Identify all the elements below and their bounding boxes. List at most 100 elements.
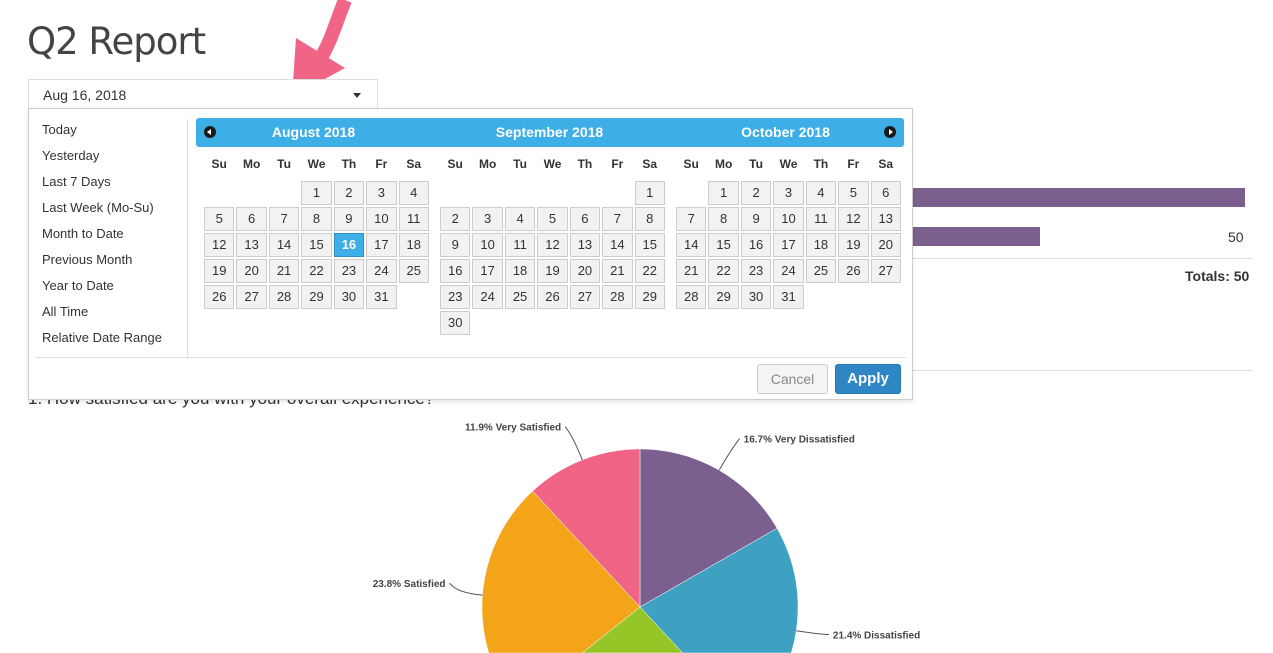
day-cell[interactable]: 25 [504, 285, 536, 309]
day-cell[interactable]: 16 [440, 259, 471, 283]
day-cell[interactable]: 3 [773, 181, 804, 205]
day-cell[interactable]: 4 [805, 181, 837, 205]
day-cell[interactable]: 5 [838, 181, 869, 205]
day-cell[interactable]: 19 [537, 259, 568, 283]
day-cell[interactable]: 7 [268, 207, 300, 231]
day-cell[interactable]: 17 [366, 233, 397, 257]
day-cell[interactable]: 21 [268, 259, 300, 283]
day-cell[interactable]: 26 [838, 259, 869, 283]
day-cell[interactable]: 1 [634, 181, 665, 205]
day-cell[interactable]: 9 [740, 207, 772, 231]
range-option[interactable]: Last 7 Days [42, 174, 111, 189]
day-cell[interactable]: 16 [333, 233, 365, 257]
day-cell[interactable]: 6 [236, 207, 267, 231]
day-cell[interactable]: 29 [301, 285, 332, 309]
day-cell[interactable]: 4 [504, 207, 536, 231]
day-cell[interactable]: 18 [805, 233, 837, 257]
day-cell[interactable]: 24 [472, 285, 503, 309]
day-cell[interactable]: 8 [708, 207, 739, 231]
day-cell[interactable]: 18 [504, 259, 536, 283]
day-cell[interactable]: 29 [708, 285, 739, 309]
day-cell[interactable]: 8 [301, 207, 332, 231]
day-cell[interactable]: 31 [366, 285, 397, 309]
range-option[interactable]: Last Week (Mo-Su) [42, 200, 154, 215]
day-cell[interactable]: 27 [870, 259, 901, 283]
day-cell[interactable]: 19 [838, 233, 869, 257]
day-cell[interactable]: 27 [236, 285, 267, 309]
day-cell[interactable]: 12 [537, 233, 568, 257]
day-cell[interactable]: 22 [634, 259, 665, 283]
day-cell[interactable]: 3 [472, 207, 503, 231]
apply-button[interactable]: Apply [835, 364, 901, 394]
day-cell[interactable]: 15 [301, 233, 332, 257]
day-cell[interactable]: 10 [366, 207, 397, 231]
day-cell[interactable]: 16 [740, 233, 772, 257]
day-cell[interactable]: 2 [333, 181, 365, 205]
day-cell[interactable]: 17 [773, 233, 804, 257]
day-cell[interactable]: 13 [870, 207, 901, 231]
day-cell[interactable]: 12 [838, 207, 869, 231]
day-cell[interactable]: 11 [398, 207, 429, 231]
day-cell[interactable]: 20 [236, 259, 267, 283]
range-option[interactable]: All Time [42, 304, 89, 319]
day-cell[interactable]: 30 [740, 285, 772, 309]
day-cell[interactable]: 6 [569, 207, 601, 231]
day-cell[interactable]: 31 [773, 285, 804, 309]
range-option[interactable]: Month to Date [42, 226, 124, 241]
day-cell[interactable]: 23 [333, 259, 365, 283]
day-cell[interactable]: 10 [472, 233, 503, 257]
day-cell[interactable]: 13 [569, 233, 601, 257]
day-cell[interactable]: 28 [676, 285, 707, 309]
day-cell[interactable]: 8 [634, 207, 665, 231]
day-cell[interactable]: 20 [870, 233, 901, 257]
day-cell[interactable]: 9 [440, 233, 471, 257]
day-cell[interactable]: 18 [398, 233, 429, 257]
day-cell[interactable]: 5 [204, 207, 235, 231]
day-cell[interactable]: 4 [398, 181, 429, 205]
range-option[interactable]: Year to Date [42, 278, 114, 293]
range-option[interactable]: Today [42, 122, 77, 137]
day-cell[interactable]: 23 [740, 259, 772, 283]
range-option[interactable]: Yesterday [42, 148, 100, 163]
day-cell[interactable]: 25 [805, 259, 837, 283]
day-cell[interactable]: 25 [398, 259, 429, 283]
day-cell[interactable]: 24 [366, 259, 397, 283]
cancel-button[interactable]: Cancel [757, 364, 828, 394]
day-cell[interactable]: 21 [602, 259, 633, 283]
day-cell[interactable]: 13 [236, 233, 267, 257]
day-cell[interactable]: 21 [676, 259, 707, 283]
day-cell[interactable]: 23 [440, 285, 471, 309]
day-cell[interactable]: 29 [634, 285, 665, 309]
day-cell[interactable]: 5 [537, 207, 568, 231]
day-cell[interactable]: 22 [708, 259, 739, 283]
day-cell[interactable]: 7 [676, 207, 707, 231]
day-cell[interactable]: 30 [333, 285, 365, 309]
date-range-select[interactable]: Aug 16, 2018 [28, 79, 378, 109]
day-cell[interactable]: 14 [268, 233, 300, 257]
day-cell[interactable]: 17 [472, 259, 503, 283]
day-cell[interactable]: 6 [870, 181, 901, 205]
day-cell[interactable]: 30 [440, 311, 471, 335]
day-cell[interactable]: 12 [204, 233, 235, 257]
day-cell[interactable]: 14 [602, 233, 633, 257]
day-cell[interactable]: 1 [301, 181, 332, 205]
prev-month-icon[interactable] [204, 126, 216, 138]
day-cell[interactable]: 15 [634, 233, 665, 257]
day-cell[interactable]: 2 [440, 207, 471, 231]
day-cell[interactable]: 7 [602, 207, 633, 231]
day-cell[interactable]: 15 [708, 233, 739, 257]
next-month-icon[interactable] [884, 126, 896, 138]
day-cell[interactable]: 20 [569, 259, 601, 283]
day-cell[interactable]: 9 [333, 207, 365, 231]
range-option[interactable]: Relative Date Range [42, 330, 162, 345]
day-cell[interactable]: 26 [537, 285, 568, 309]
day-cell[interactable]: 28 [268, 285, 300, 309]
day-cell[interactable]: 11 [504, 233, 536, 257]
day-cell[interactable]: 27 [569, 285, 601, 309]
day-cell[interactable]: 19 [204, 259, 235, 283]
day-cell[interactable]: 26 [204, 285, 235, 309]
day-cell[interactable]: 10 [773, 207, 804, 231]
day-cell[interactable]: 11 [805, 207, 837, 231]
day-cell[interactable]: 2 [740, 181, 772, 205]
day-cell[interactable]: 1 [708, 181, 739, 205]
